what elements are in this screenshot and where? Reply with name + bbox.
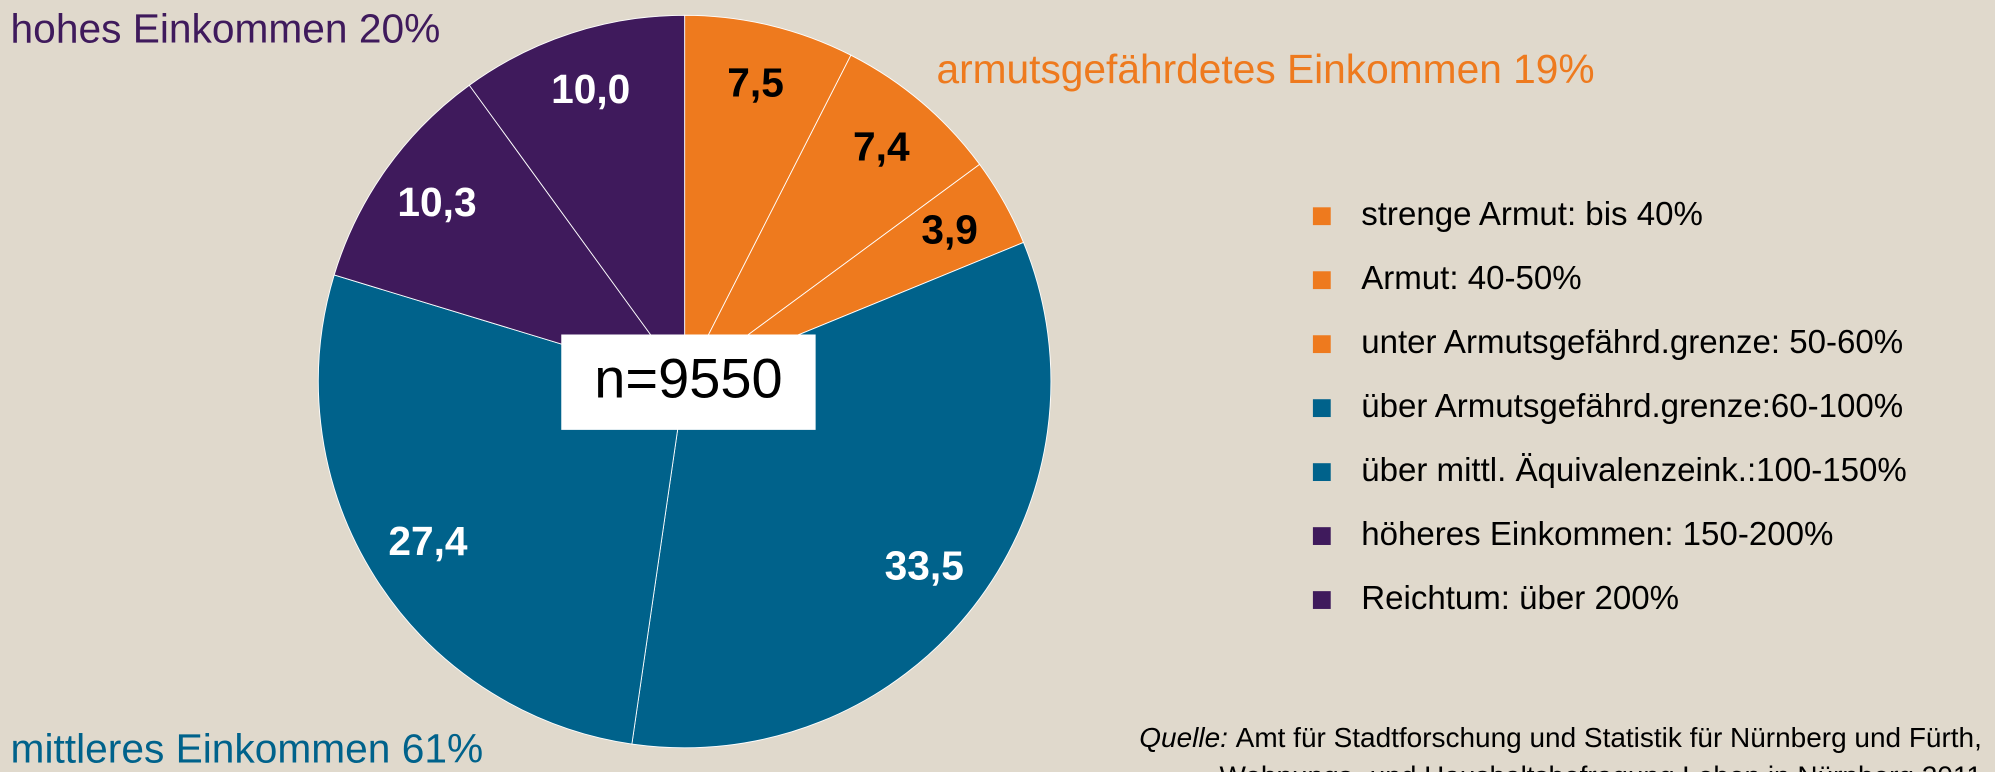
slice	[684, 54, 981, 382]
value-label: 10,3	[397, 179, 476, 225]
note: n=9550	[594, 347, 782, 410]
source-text: Amt für Stadtforschung und Statistik für…	[1236, 723, 1982, 754]
legend-label: Reichtum: über 200%	[1361, 580, 1679, 617]
slice	[684, 14, 852, 382]
source: Quelle: Amt für Stadtforschung und Stati…	[1139, 723, 1982, 754]
source: Wohnungs- und Haushaltsbefragung Leben i…	[1219, 761, 1981, 772]
legend-swatch	[1312, 463, 1331, 482]
legend-swatch	[1312, 207, 1331, 226]
value-label: 7,4	[853, 124, 910, 170]
annotation: armutsgefährdetes Einkommen 19%	[936, 46, 1594, 92]
note-box	[561, 334, 816, 430]
annotation: hohes Einkommen 20%	[11, 6, 441, 52]
value-label: 7,5	[727, 60, 784, 106]
annotation: mittleres Einkommen 61%	[11, 725, 484, 771]
legend-swatch	[1312, 399, 1331, 418]
legend-label: höheres Einkommen: 150-200%	[1361, 516, 1833, 553]
value-label: 10,0	[551, 66, 630, 112]
legend-label: Armut: 40-50%	[1361, 260, 1581, 297]
legend: strenge Armut: bis 40% Armut: 40-50% unter…	[1312, 196, 1907, 617]
legend-label: über Armutsgefährd.grenze:60-100%	[1361, 388, 1903, 425]
value-label: 3,9	[921, 206, 978, 252]
source-prefix: Quelle:	[1139, 723, 1228, 754]
legend-label: unter Armutsgefährd.grenze: 50-60%	[1361, 324, 1903, 361]
legend-label: über mittl. Äquivalenzeink.:100-150%	[1361, 452, 1907, 489]
legend-swatch	[1312, 591, 1331, 609]
legend-swatch	[1312, 335, 1331, 354]
value-labels: 7,5 7,43,9 33,5 27,4 10,3 10,0	[388, 60, 978, 589]
slice	[333, 84, 686, 383]
value-label: 33,5	[885, 542, 964, 588]
slice	[468, 14, 686, 383]
legend-swatch	[1312, 271, 1331, 290]
value-label: 27,4	[388, 518, 468, 564]
legend-label: strenge Armut: bis 40%	[1361, 196, 1703, 233]
legend-swatch	[1312, 527, 1331, 545]
